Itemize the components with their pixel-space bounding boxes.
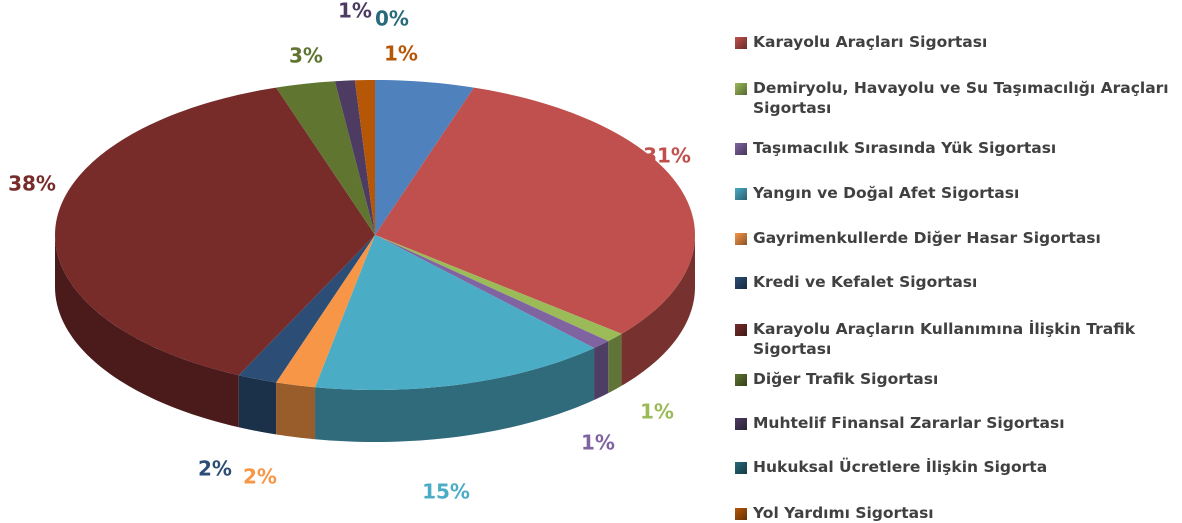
legend-swatch — [735, 324, 747, 336]
slice — [55, 87, 375, 376]
slice-side — [238, 375, 277, 435]
legend-label: Yol Yardımı Sigortası — [753, 504, 934, 522]
slice-side — [621, 235, 695, 386]
legend-label: Kredi ve Kefalet Sigortası — [753, 273, 978, 291]
legend-label: Diğer Trafik Sigortası — [753, 370, 939, 388]
legend-swatch — [735, 37, 747, 49]
data-label: 31% — [643, 144, 691, 168]
slice — [315, 235, 595, 390]
data-label: 1% — [338, 0, 372, 23]
slice — [354, 80, 375, 235]
pie-plot: 31%1%1%15%2%2%38%3%1% 0%1% — [8, 0, 695, 504]
legend-item: Hukuksal Ücretlere İlişkin Sigorta — [735, 457, 1175, 477]
slice — [375, 235, 609, 348]
legend-label: Yangın ve Doğal Afet Sigortası — [753, 184, 1020, 202]
slice — [375, 87, 695, 334]
slice — [375, 80, 474, 235]
legend-label: Muhtelif Finansal Zararlar Sigortası — [753, 414, 1065, 432]
data-label: 15% — [422, 480, 470, 504]
slice-side — [608, 333, 622, 394]
slice — [375, 235, 622, 342]
legend-label: Karayolu Araçları Sigortası — [753, 33, 988, 51]
legend-swatch — [735, 233, 747, 245]
legend-item: Diğer Trafik Sigortası — [735, 369, 1175, 389]
legend-label: Taşımacılık Sırasında Yük Sigortası — [753, 139, 1057, 157]
legend-label: Hukuksal Ücretlere İlişkin Sigorta — [753, 458, 1048, 476]
legend-swatch — [735, 374, 747, 386]
slice — [276, 81, 375, 235]
legend-swatch — [735, 508, 747, 520]
legend-item: Demiryolu, Havayolu ve Su Taşımacılığı A… — [735, 78, 1175, 118]
data-label: 2% — [198, 457, 232, 481]
data-label: 0% — [375, 7, 409, 31]
slice-side — [55, 235, 239, 428]
legend-swatch — [735, 277, 747, 289]
legend-swatch — [735, 418, 747, 430]
legend-item: Karayolu Araçları Sigortası — [735, 32, 1175, 52]
legend-label: Gayrimenkullerde Diğer Hasar Sigortası — [753, 229, 1101, 247]
slice — [238, 235, 375, 383]
legend-item: Taşımacılık Sırasında Yük Sigortası — [735, 138, 1175, 158]
legend-item: Yol Yardımı Sigortası — [735, 503, 1175, 523]
slice — [276, 235, 375, 388]
legend-item: Kredi ve Kefalet Sigortası — [735, 272, 1175, 292]
data-label: 2% — [243, 465, 277, 489]
slice-side — [594, 341, 609, 400]
data-label: 1% — [384, 42, 418, 66]
legend-swatch — [735, 188, 747, 200]
slice — [334, 80, 375, 236]
slice-side — [315, 347, 595, 442]
legend-label: Demiryolu, Havayolu ve Su Taşımacılığı A… — [753, 79, 1169, 117]
legend-item: Yangın ve Doğal Afet Sigortası — [735, 183, 1175, 203]
data-label: 3% — [289, 44, 323, 68]
data-label: 1% — [640, 400, 674, 424]
legend-label: Karayolu Araçların Kullanımına İlişkin T… — [753, 320, 1136, 358]
legend-item: Gayrimenkullerde Diğer Hasar Sigortası — [735, 228, 1175, 248]
legend-swatch — [735, 462, 747, 474]
legend-item: Karayolu Araçların Kullanımına İlişkin T… — [735, 319, 1175, 359]
legend-swatch — [735, 83, 747, 95]
legend-item: Muhtelif Finansal Zararlar Sigortası — [735, 413, 1175, 433]
data-label: 1% — [581, 431, 615, 455]
legend-swatch — [735, 143, 747, 155]
data-label: 38% — [8, 172, 56, 196]
slice-side — [276, 382, 316, 440]
